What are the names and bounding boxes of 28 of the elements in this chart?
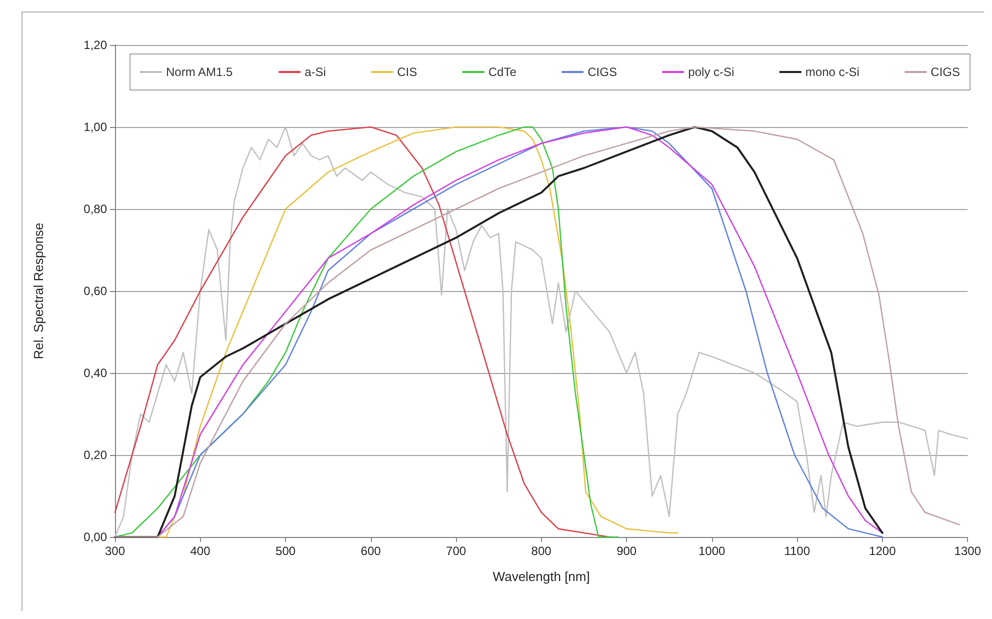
legend-label: Norm AM1.5 xyxy=(166,65,234,79)
legend-label: CIGS xyxy=(930,65,960,79)
x-tick-label: 500 xyxy=(276,544,296,558)
legend-label: CdTe xyxy=(488,65,517,79)
legend-label: a-Si xyxy=(304,65,326,79)
y-axis-title: Rel. Spectral Response xyxy=(31,222,46,360)
y-tick-label: 0,80 xyxy=(84,202,108,216)
y-tick-label: 0,40 xyxy=(84,366,108,380)
x-axis-title: Wavelength [nm] xyxy=(492,569,590,584)
x-tick-label: 700 xyxy=(446,544,466,558)
legend-label: mono c-Si xyxy=(805,65,860,79)
y-tick-label: 0,60 xyxy=(84,284,108,298)
x-tick-label: 600 xyxy=(360,544,382,558)
x-tick-label: 800 xyxy=(531,544,552,558)
legend-label: CIS xyxy=(397,65,418,79)
x-tick-label: 1200 xyxy=(869,544,896,558)
x-tick-label: 900 xyxy=(616,544,637,558)
y-tick-label: 1,00 xyxy=(84,120,108,134)
legend-label: poly c-Si xyxy=(688,65,734,79)
y-tick-label: 1,20 xyxy=(84,38,108,52)
y-tick-label: 0,20 xyxy=(84,448,108,462)
x-tick-label: 400 xyxy=(190,544,211,558)
x-tick-label: 1300 xyxy=(954,544,982,558)
legend-label: CIGS xyxy=(588,65,617,79)
y-tick-label: 0,00 xyxy=(84,530,108,544)
x-tick-label: 1100 xyxy=(784,544,810,558)
x-tick-label: 300 xyxy=(104,544,126,558)
x-tick-label: 1000 xyxy=(698,544,726,558)
